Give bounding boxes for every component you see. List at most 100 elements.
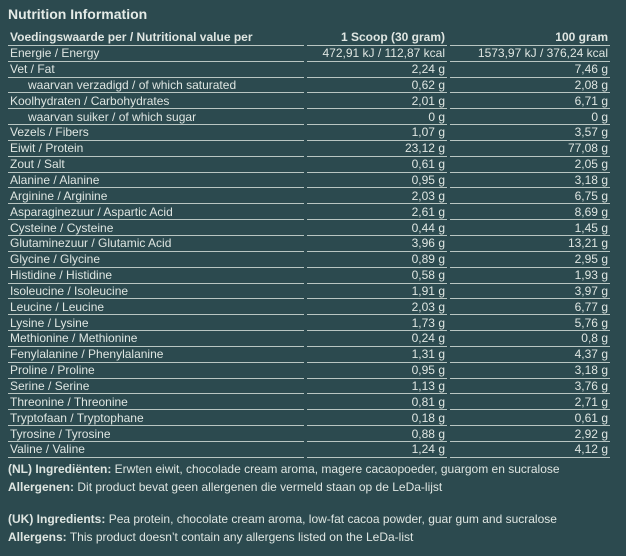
header-cell: Voedingswaarde per / Nutritional value p… [8, 30, 304, 46]
nutrient-name: Alanine / Alanine [8, 173, 304, 189]
nutrient-value: 2,05 g [450, 157, 610, 173]
table-row: Cysteine / Cysteine 0,44 g 1,45 g [8, 220, 610, 236]
nutrient-value: 0,88 g [307, 426, 447, 442]
text: Erwten eiwit, chocolade cream aroma, mag… [114, 462, 560, 476]
nutrient-name: Leucine / Leucine [8, 299, 304, 316]
nutrient-value: 1,24 g [307, 442, 447, 458]
nutrient-value: 2,08 g [450, 78, 610, 94]
table-row: Arginine / Arginine 2,03 g 6,75 g [8, 188, 610, 205]
nutrient-value: 3,97 g [450, 284, 610, 300]
table-row: Isoleucine / Isoleucine 1,91 g 3,97 g [8, 284, 610, 300]
table-row: Methionine / Methionine 0,24 g 0,8 g [8, 331, 610, 347]
nutrient-name: Threonine / Threonine [8, 394, 304, 411]
header-cell: 1 Scoop (30 gram) [307, 30, 447, 46]
ingredients-uk: (UK) Ingredients: Pea protein, chocolate… [8, 510, 557, 528]
table-row: Alanine / Alanine 0,95 g 3,18 g [8, 173, 610, 189]
label: (UK) Ingredients: [8, 512, 106, 526]
nutrient-value: 0,58 g [307, 268, 447, 284]
nutrient-name: Vet / Fat [8, 62, 304, 78]
table-row: Glycine / Glycine 0,89 g 2,95 g [8, 252, 610, 268]
nutrient-value: 1,45 g [450, 220, 610, 236]
nutrient-value: 3,96 g [307, 236, 447, 252]
nutrient-value: 1,31 g [307, 347, 447, 363]
label: Allergens: [8, 530, 67, 544]
table-row: Zout / Salt 0,61 g 2,05 g [8, 157, 610, 173]
table-row: Serine / Serine 1,13 g 3,76 g [8, 379, 610, 395]
table-row: Tyrosine / Tyrosine 0,88 g 2,92 g [8, 426, 610, 442]
table-row: Fenylalanine / Phenylalanine 1,31 g 4,37 g [8, 347, 610, 363]
nutrient-name: Koolhydraten / Carbohydrates [8, 93, 304, 110]
nutrient-value: 0,8 g [450, 331, 610, 347]
nutrient-value: 3,18 g [450, 173, 610, 189]
nutrient-name: Vezels / Fibers [8, 125, 304, 141]
table-row: Vet / Fat 2,24 g 7,46 g [8, 62, 610, 78]
nutrient-value: 2,61 g [307, 204, 447, 221]
nutrient-value: 2,95 g [450, 252, 610, 268]
nutrient-name: Proline / Proline [8, 363, 304, 379]
nutrient-name: Methionine / Methionine [8, 331, 304, 347]
nutrient-value: 4,37 g [450, 347, 610, 363]
nutrient-value: 0,81 g [307, 394, 447, 411]
nutrient-name: Energie / Energy [8, 46, 304, 62]
nutrient-name: Fenylalanine / Phenylalanine [8, 347, 304, 363]
nutrient-value: 0 g [450, 109, 610, 126]
nutrient-value: 6,75 g [450, 188, 610, 205]
nutrient-value: 2,92 g [450, 426, 610, 442]
nutrient-value: 1,13 g [307, 379, 447, 395]
nutrient-value: 0,62 g [307, 78, 447, 94]
nutrient-name: Zout / Salt [8, 157, 304, 173]
nutrient-value: 0,44 g [307, 220, 447, 236]
table-row: Eiwit / Protein 23,12 g 77,08 g [8, 141, 610, 157]
nutrient-value: 7,46 g [450, 62, 610, 78]
nutrient-value: 3,18 g [450, 363, 610, 379]
nutrient-name: Histidine / Histidine [8, 268, 304, 284]
allergens-nl: Allergenen: Dit product bevat geen aller… [8, 478, 442, 496]
nutrient-value: 0 g [307, 109, 447, 126]
nutrient-value: 0,61 g [307, 157, 447, 173]
text: This product doesn’t contain any allerge… [69, 530, 414, 544]
table-row: Koolhydraten / Carbohydrates 2,01 g 6,71 g [8, 93, 610, 110]
nutrient-value: 13,21 g [450, 236, 610, 252]
nutrient-value: 2,03 g [307, 188, 447, 205]
header-cell: 100 gram [450, 30, 610, 46]
nutrient-name: Isoleucine / Isoleucine [8, 284, 304, 300]
nutrient-name: waarvan suiker / of which sugar [8, 109, 304, 126]
nutrient-name: Glycine / Glycine [8, 252, 304, 268]
nutrient-value: 472,91 kJ / 112,87 kcal [307, 46, 447, 62]
nutrient-value: 0,61 g [450, 410, 610, 427]
nutrient-value: 3,76 g [450, 379, 610, 395]
nutrient-value: 0,89 g [307, 252, 447, 268]
nutrient-value: 0,95 g [307, 363, 447, 379]
nutrient-value: 5,76 g [450, 315, 610, 332]
label: (NL) Ingrediënten: [8, 462, 112, 476]
table-row: Tryptofaan / Tryptophane 0,18 g 0,61 g [8, 410, 610, 427]
table-row: waarvan verzadigd / of which saturated 0,… [8, 78, 610, 94]
title: Nutrition Information [8, 6, 148, 22]
nutrient-name: Tyrosine / Tyrosine [8, 426, 304, 442]
nutrition-table: Voedingswaarde per / Nutritional value p… [5, 30, 613, 458]
nutrient-value: 8,69 g [450, 204, 610, 221]
nutrient-value: 6,77 g [450, 299, 610, 316]
table-row: Histidine / Histidine 0,58 g 1,93 g [8, 268, 610, 284]
ingredients-nl: (NL) Ingrediënten: Erwten eiwit, chocola… [8, 460, 560, 478]
label: Allergenen: [8, 480, 75, 494]
allergens-uk: Allergens: This product doesn’t contain … [8, 528, 413, 546]
nutrient-value: 23,12 g [307, 141, 447, 157]
table-row: Proline / Proline 0,95 g 3,18 g [8, 363, 610, 379]
nutrient-name: Tryptofaan / Tryptophane [8, 410, 304, 427]
table-row: Threonine / Threonine 0,81 g 2,71 g [8, 394, 610, 411]
table-row: Vezels / Fibers 1,07 g 3,57 g [8, 125, 610, 141]
nutrient-value: 4,12 g [450, 442, 610, 458]
nutrient-name: Valine / Valine [8, 442, 304, 458]
nutrient-value: 2,01 g [307, 93, 447, 110]
nutrient-value: 0,95 g [307, 173, 447, 189]
nutrient-value: 1,91 g [307, 284, 447, 300]
table-row: Valine / Valine 1,24 g 4,12 g [8, 442, 610, 458]
nutrient-name: waarvan verzadigd / of which saturated [8, 78, 304, 94]
nutrient-value: 6,71 g [450, 93, 610, 110]
nutrient-value: 2,03 g [307, 299, 447, 316]
nutrient-value: 3,57 g [450, 125, 610, 141]
nutrient-name: Lysine / Lysine [8, 315, 304, 332]
